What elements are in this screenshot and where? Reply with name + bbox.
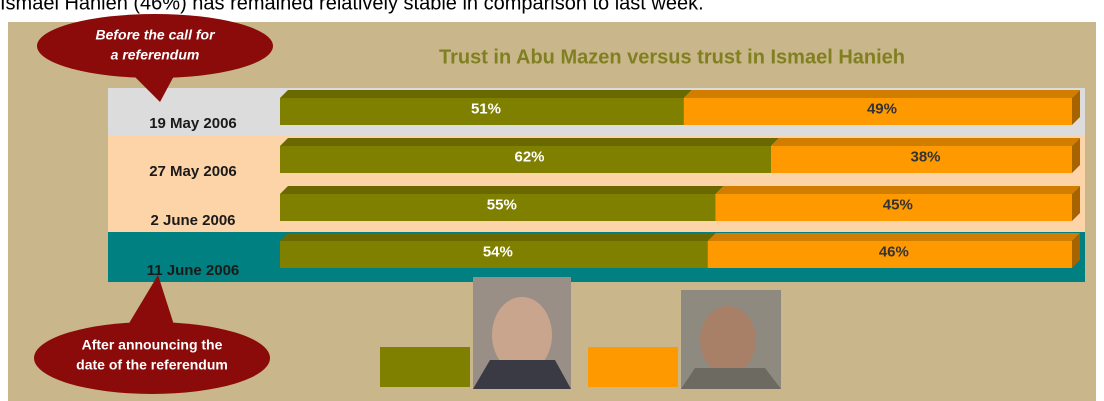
intro-text: Ismael Hanieh (46%) has remained relativ… [0,0,704,14]
bar-top [280,138,780,146]
callout-tail [125,275,175,330]
bar-top [280,90,692,98]
callout-text: date of the referendum [76,357,228,373]
bar-top [715,186,1080,194]
value-label: 49% [867,100,897,117]
bar-side [1072,90,1080,125]
bar-front [771,146,1072,173]
value-label: 46% [879,243,909,260]
bar-front [280,146,772,173]
bar-front [715,194,1072,221]
bar-side [1072,138,1080,173]
bar-top [771,138,1080,146]
callout-text: a referendum [111,47,200,63]
bar-side [1072,186,1080,221]
bar-front [683,98,1072,125]
bar-segment [280,90,692,125]
bar-segment [280,233,716,268]
category-label: 27 May 2006 [149,163,237,180]
bar-segment [707,233,1080,268]
bar-front [280,98,684,125]
photo-face [700,306,756,374]
callout-text: Before the call for [95,27,216,43]
category-label: 19 May 2006 [149,115,237,132]
chart-title: Trust in Abu Mazen versus trust in Ismae… [439,46,905,68]
value-label: 38% [911,148,941,165]
callout-text: After announcing the [82,337,223,353]
bar-segment [280,186,724,221]
bar-side [1072,233,1080,268]
photo-suit [473,360,571,389]
callout-tail [130,72,175,102]
bar-top [280,233,716,241]
bar-front [280,194,716,221]
category-label: 11 June 2006 [147,262,240,279]
callout-bubble [37,14,273,78]
bar-segment [771,138,1080,173]
value-label: 55% [487,196,517,213]
bar-top [683,90,1080,98]
bar-front [707,241,1072,268]
photo-face [492,297,552,373]
legend-swatch [380,347,470,387]
value-label: 45% [883,196,913,213]
category-label: 2 June 2006 [150,212,235,229]
callout-bubble [34,322,270,394]
value-label: 62% [515,148,545,165]
bar-segment [683,90,1080,125]
legend-swatch [588,347,678,387]
photo-clothes [681,368,781,389]
value-label: 54% [483,243,513,260]
value-label: 51% [471,100,501,117]
bar-segment [280,138,780,173]
bar-front [280,241,708,268]
bar-segment [715,186,1080,221]
bar-top [280,186,724,194]
bar-top [707,233,1080,241]
